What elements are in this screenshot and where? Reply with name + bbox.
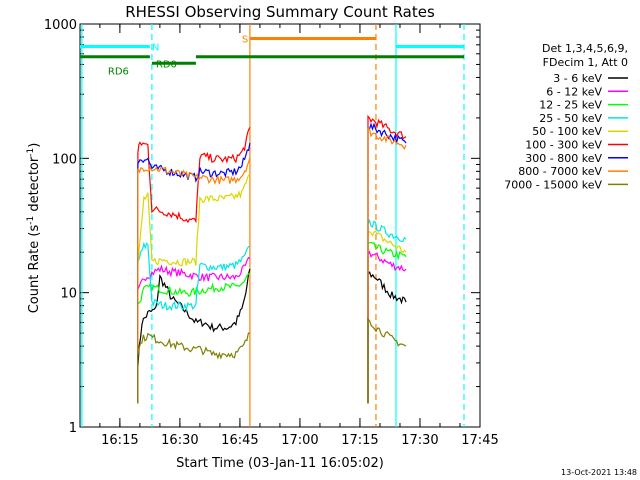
legend-entry-label: 50 - 100 keV — [532, 125, 602, 138]
series-line — [367, 250, 407, 404]
legend-entry-label: 12 - 25 keV — [539, 99, 602, 112]
x-tick-label: 16:15 — [101, 433, 138, 448]
footer-timestamp: 13-Oct-2021 13:48 — [561, 468, 637, 477]
y-axis-label: Count Rate (s-1 detector-1) — [26, 143, 42, 314]
flag-label: RD6 — [108, 67, 129, 78]
legend: Det 1,3,4,5,6,9,FDecim 1, Att 0 3 - 6 keV… — [504, 42, 628, 191]
y-tick-label: 1 — [69, 421, 77, 436]
y-axis-label-main: Count Rate (s — [27, 225, 42, 314]
series-line — [367, 114, 407, 404]
y-axis-label-close: ) — [27, 143, 42, 148]
series-line — [367, 122, 407, 404]
series-line — [137, 142, 251, 404]
x-tick-label: 16:30 — [161, 433, 198, 448]
series-8 — [137, 317, 407, 404]
series-line — [137, 332, 250, 404]
series-line — [137, 241, 250, 404]
series-line — [137, 158, 251, 404]
y-tick-label: 10 — [60, 287, 77, 302]
series-line — [367, 271, 407, 404]
x-tick-label: 17:00 — [281, 433, 318, 448]
legend-entry-label: 6 - 12 keV — [546, 85, 602, 98]
flag-label: RD0 — [156, 59, 177, 70]
series-5 — [137, 114, 407, 404]
legend-entry-label: 100 - 300 keV — [525, 139, 602, 152]
x-axis-label: Start Time (03-Jan-11 16:05:02) — [176, 456, 384, 471]
series-line — [137, 268, 251, 404]
legend-entry-label: 300 - 800 keV — [525, 152, 602, 165]
legend-entry-label: 25 - 50 keV — [539, 112, 602, 125]
series-2 — [137, 241, 407, 404]
legend-header-line: Det 1,3,4,5,6,9, — [542, 42, 628, 55]
series-line — [137, 272, 251, 404]
x-tick-label: 17:45 — [461, 433, 498, 448]
series-line — [367, 127, 407, 404]
flag-label: S — [242, 34, 248, 45]
x-tick-label: 17:30 — [401, 433, 438, 448]
legend-entry-label: 7000 - 15000 keV — [504, 178, 602, 191]
y-axis-label-sup: -1 — [26, 216, 36, 225]
series-1 — [137, 250, 407, 404]
series-7 — [137, 127, 407, 404]
plot-area: 1 10 100 1000 16:15 16:30 16:45 17:00 17:15 17:30… — [44, 18, 499, 448]
y-axis-label-tail-sup: -1 — [26, 148, 36, 157]
series-line — [367, 230, 407, 404]
series-4 — [137, 174, 407, 404]
flag-label: N — [152, 42, 159, 53]
series-line — [137, 127, 251, 404]
series-6 — [137, 122, 407, 404]
x-tick-label: 17:15 — [341, 433, 378, 448]
series-line — [367, 218, 407, 404]
legend-entry-label: 800 - 7000 keV — [518, 165, 602, 178]
y-axis-label-tail: detector — [27, 156, 42, 216]
series-line — [367, 317, 407, 404]
chart-title: RHESSI Observing Summary Count Rates — [125, 3, 435, 21]
y-tick-label: 1000 — [44, 18, 77, 33]
legend-entry-label: 3 - 6 keV — [553, 72, 602, 85]
y-tick-label: 100 — [52, 152, 77, 167]
series-line — [137, 256, 251, 404]
series-3 — [137, 218, 407, 404]
legend-header-line: FDecim 1, Att 0 — [543, 56, 628, 69]
series-line — [137, 174, 250, 404]
series-line — [367, 241, 407, 404]
series-0 — [137, 268, 407, 404]
x-tick-label: 16:45 — [221, 433, 258, 448]
